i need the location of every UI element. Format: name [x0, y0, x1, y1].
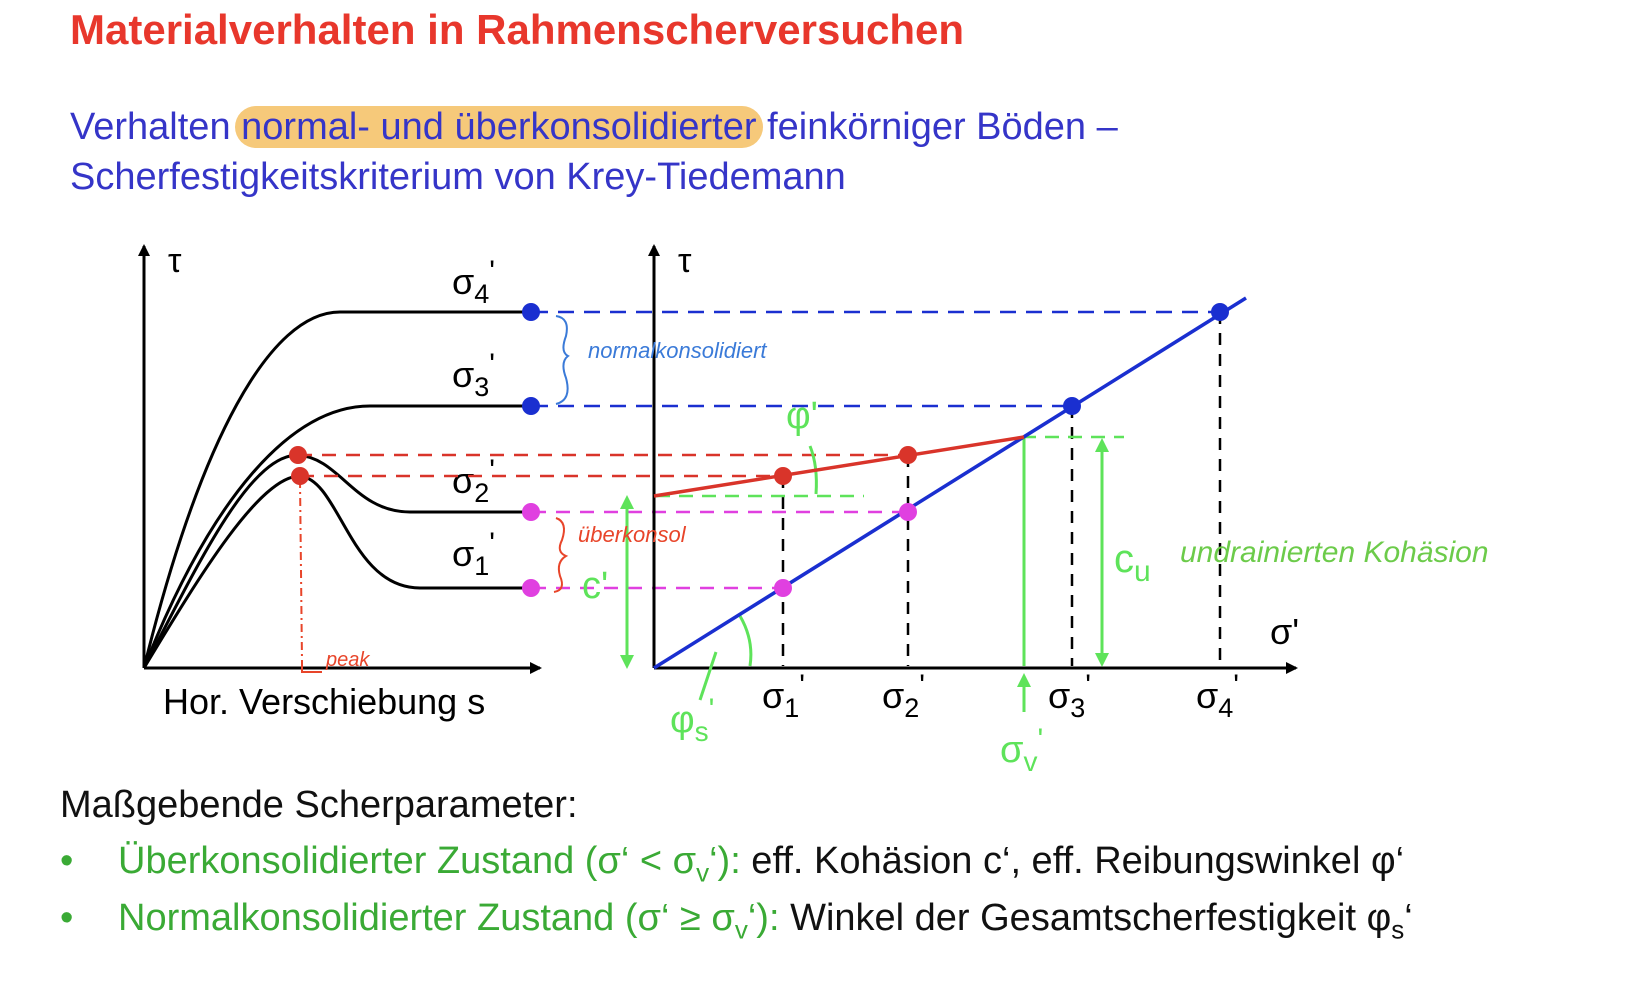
curve-sigma4 — [142, 310, 530, 669]
label-phi: φ' — [786, 395, 818, 437]
left-y-axis-label: τ — [168, 242, 182, 280]
bullet-2: • — [60, 897, 74, 939]
curve-sigma3 — [142, 404, 530, 669]
phi-angle-arc — [808, 445, 818, 495]
point-left-sigma4 — [522, 303, 540, 321]
subtitle: Verhalten normal- und überkonsolidierter… — [70, 102, 1118, 202]
peak-note-hook — [301, 662, 322, 673]
point-peak-lower — [291, 467, 309, 485]
point-right-sigma3 — [1063, 397, 1081, 415]
curve-label-sigma1: σ1' — [452, 527, 495, 581]
point-right-peak-sigma2 — [899, 446, 917, 464]
params-heading: Maßgebende Scherparameter: — [60, 784, 578, 826]
right-plot: τ σ' σ1' σ2' σ3' σ4' φ' φs' σv' c' cu — [582, 242, 1299, 777]
note-undrainierte-kohaesion: undrainierten Kohäsion — [1180, 536, 1489, 569]
label-phi-s: φs' — [670, 693, 714, 747]
label-cu: cu — [1114, 537, 1151, 588]
param-2-green-pre: Normalkonsolidierter Zustand (σ‘ ≥ σ — [118, 897, 735, 939]
param-row-normalconsolidated: • Normalkonsolidierter Zustand (σ‘ ≥ σv‘)… — [60, 897, 1413, 946]
subtitle-line-2: Scherfestigkeitskriterium von Krey-Tiede… — [70, 156, 846, 198]
point-peak-upper — [289, 446, 307, 464]
point-left-sigma3 — [522, 397, 540, 415]
phi-s-angle-arc — [738, 615, 753, 667]
subtitle-text-after: feinkörniger Böden – — [756, 106, 1118, 148]
data-points — [289, 303, 1229, 597]
note-peak: peak — [325, 649, 370, 671]
subtitle-highlight: normal- und überkonsolidierter — [235, 106, 763, 148]
right-x-axis-label: σ' — [1270, 611, 1299, 652]
failure-line-normal — [653, 296, 1247, 670]
projection-lines — [298, 310, 1220, 590]
note-normalkonsolidiert: normalkonsolidiert — [588, 338, 767, 363]
label-c-prime: c' — [582, 565, 608, 607]
param-2-green-sub: v — [734, 914, 748, 945]
subtitle-text-before: Verhalten — [70, 106, 242, 148]
brace-normalkonsolidiert — [555, 315, 570, 405]
point-right-sigma4 — [1211, 303, 1229, 321]
curve-label-sigma2: σ2' — [452, 454, 495, 508]
curve-label-sigma3: σ3' — [452, 348, 495, 402]
left-plot: τ Hor. Verschiebung s σ4' σ3' σ2' σ1' — [138, 242, 542, 722]
param-row-overconsolidated: • Überkonsolidierter Zustand (σ‘ < σv‘): … — [60, 840, 1404, 889]
param-1-green-pre: Überkonsolidierter Zustand (σ‘ < σ — [118, 840, 697, 882]
x-tick-sigma2: σ2' — [882, 669, 925, 723]
point-right-sigma1 — [774, 579, 792, 597]
param-1-green-post: ‘): — [709, 840, 741, 882]
left-x-axis-label: Hor. Verschiebung s — [163, 681, 485, 722]
x-tick-sigma3: σ3' — [1048, 669, 1091, 723]
right-y-axis-label: τ — [678, 242, 692, 280]
curve-label-sigma4: σ4' — [452, 255, 495, 309]
note-ueberkonsol: überkonsol — [578, 522, 687, 547]
param-2-green-post: ‘): — [747, 897, 780, 939]
point-right-peak-sigma1 — [774, 467, 792, 485]
point-left-sigma2 — [522, 503, 540, 521]
x-tick-sigma4: σ4' — [1196, 669, 1239, 723]
failure-line-overconsolidated — [653, 435, 1025, 498]
brace-ueberkonsol — [553, 517, 569, 593]
peak-marker-line — [299, 479, 303, 663]
handwritten-annotations: normalkonsolidiert überkonsol peak undra… — [301, 315, 1489, 673]
phi-s-pointer — [698, 651, 718, 701]
page-title: Materialverhalten in Rahmenscherversuche… — [70, 6, 965, 53]
param-2-description: Winkel der Gesamtscherfestigkeit φ — [779, 897, 1392, 939]
subtitle-line-1: Verhalten normal- und überkonsolidierter… — [70, 102, 1118, 152]
point-left-sigma1 — [522, 579, 540, 597]
label-sigma-v: σv' — [1000, 723, 1043, 777]
bullet-1: • — [60, 840, 74, 882]
param-2-description-sub: s — [1391, 914, 1405, 945]
x-tick-sigma1: σ1' — [762, 669, 805, 723]
param-2-description-post: ‘ — [1404, 897, 1413, 939]
point-right-sigma2 — [899, 503, 917, 521]
param-1-description: eff. Kohäsion c‘, eff. Reibungswinkel φ‘ — [740, 840, 1405, 882]
param-1-green-sub: v — [696, 857, 710, 888]
